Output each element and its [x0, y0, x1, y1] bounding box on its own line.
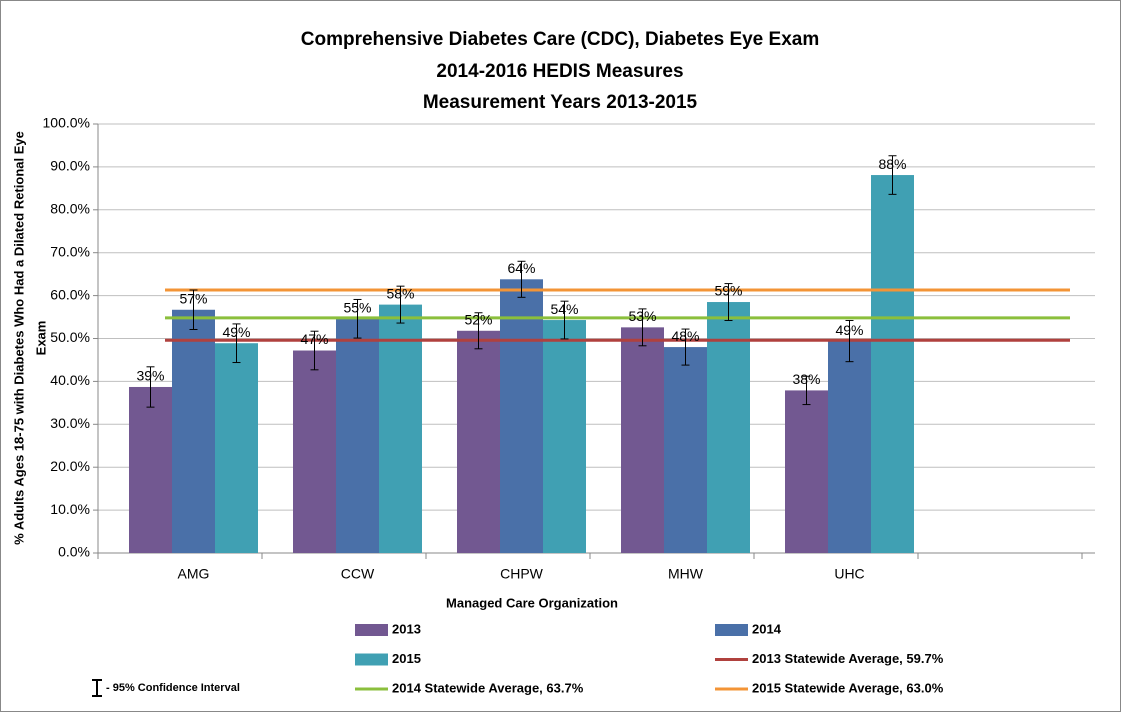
x-tick-label: AMG — [178, 566, 210, 582]
data-label: 54% — [550, 301, 578, 317]
x-tick-label: CHPW — [500, 566, 544, 582]
bar — [172, 309, 215, 553]
bar — [457, 330, 500, 553]
y-tick-label: 70.0% — [50, 243, 90, 259]
y-axis-label: Exam — [33, 321, 48, 356]
y-tick-label: 50.0% — [50, 329, 90, 345]
bar — [215, 343, 258, 553]
legend-label: 2015 — [392, 651, 421, 666]
data-label: 64% — [507, 260, 535, 276]
legend-swatch — [715, 624, 748, 636]
legend-swatch — [355, 653, 388, 666]
chart-title: Comprehensive Diabetes Care (CDC), Diabe… — [301, 29, 819, 50]
data-label: 47% — [300, 331, 328, 347]
legend-label: 2014 — [752, 621, 782, 636]
data-label: 39% — [136, 368, 164, 384]
y-tick-label: 40.0% — [50, 372, 90, 388]
y-tick-label: 80.0% — [50, 201, 90, 217]
bar — [664, 347, 707, 553]
y-tick-label: 0.0% — [58, 544, 90, 560]
legend-label: 2013 — [392, 621, 421, 636]
data-label: 52% — [464, 311, 492, 327]
y-tick-label: 20.0% — [50, 458, 90, 474]
ci-icon — [92, 679, 102, 697]
data-label: 49% — [222, 324, 250, 340]
bar — [293, 350, 336, 553]
y-tick-label: 60.0% — [50, 286, 90, 302]
legend-swatch — [355, 624, 388, 636]
x-tick-label: CCW — [341, 566, 375, 582]
y-tick-label: 10.0% — [50, 501, 90, 517]
x-tick-label: UHC — [834, 566, 864, 582]
data-label: 53% — [628, 308, 656, 324]
ci-note: - 95% Confidence Interval — [106, 682, 240, 694]
bar — [621, 327, 664, 553]
legend-label: 2013 Statewide Average, 59.7% — [752, 651, 944, 666]
bar — [129, 386, 172, 553]
data-label: 58% — [386, 285, 414, 301]
bar — [543, 320, 586, 553]
y-tick-label: 100.0% — [43, 115, 90, 131]
bar — [336, 318, 379, 553]
y-axis-label: % Adults Ages 18-75 with Diabetes Who Ha… — [11, 131, 26, 545]
legend-label: 2014 Statewide Average, 63.7% — [392, 680, 584, 695]
data-label: 59% — [714, 283, 742, 299]
bar — [707, 302, 750, 553]
bar — [785, 390, 828, 553]
bar — [500, 279, 543, 553]
data-label: 88% — [878, 156, 906, 172]
bar — [379, 304, 422, 553]
x-tick-label: MHW — [668, 566, 704, 582]
y-tick-label: 30.0% — [50, 415, 90, 431]
bar — [828, 341, 871, 553]
chart-title: Measurement Years 2013-2015 — [423, 92, 698, 113]
legend-label: 2015 Statewide Average, 63.0% — [752, 680, 944, 695]
chart-title: 2014-2016 HEDIS Measures — [436, 61, 683, 82]
y-tick-label: 90.0% — [50, 158, 90, 174]
data-label: 48% — [671, 328, 699, 344]
data-label: 49% — [835, 322, 863, 338]
data-label: 57% — [179, 290, 207, 306]
x-axis-label: Managed Care Organization — [446, 595, 618, 610]
bar — [871, 175, 914, 553]
data-label: 55% — [343, 299, 371, 315]
data-label: 38% — [792, 371, 820, 387]
